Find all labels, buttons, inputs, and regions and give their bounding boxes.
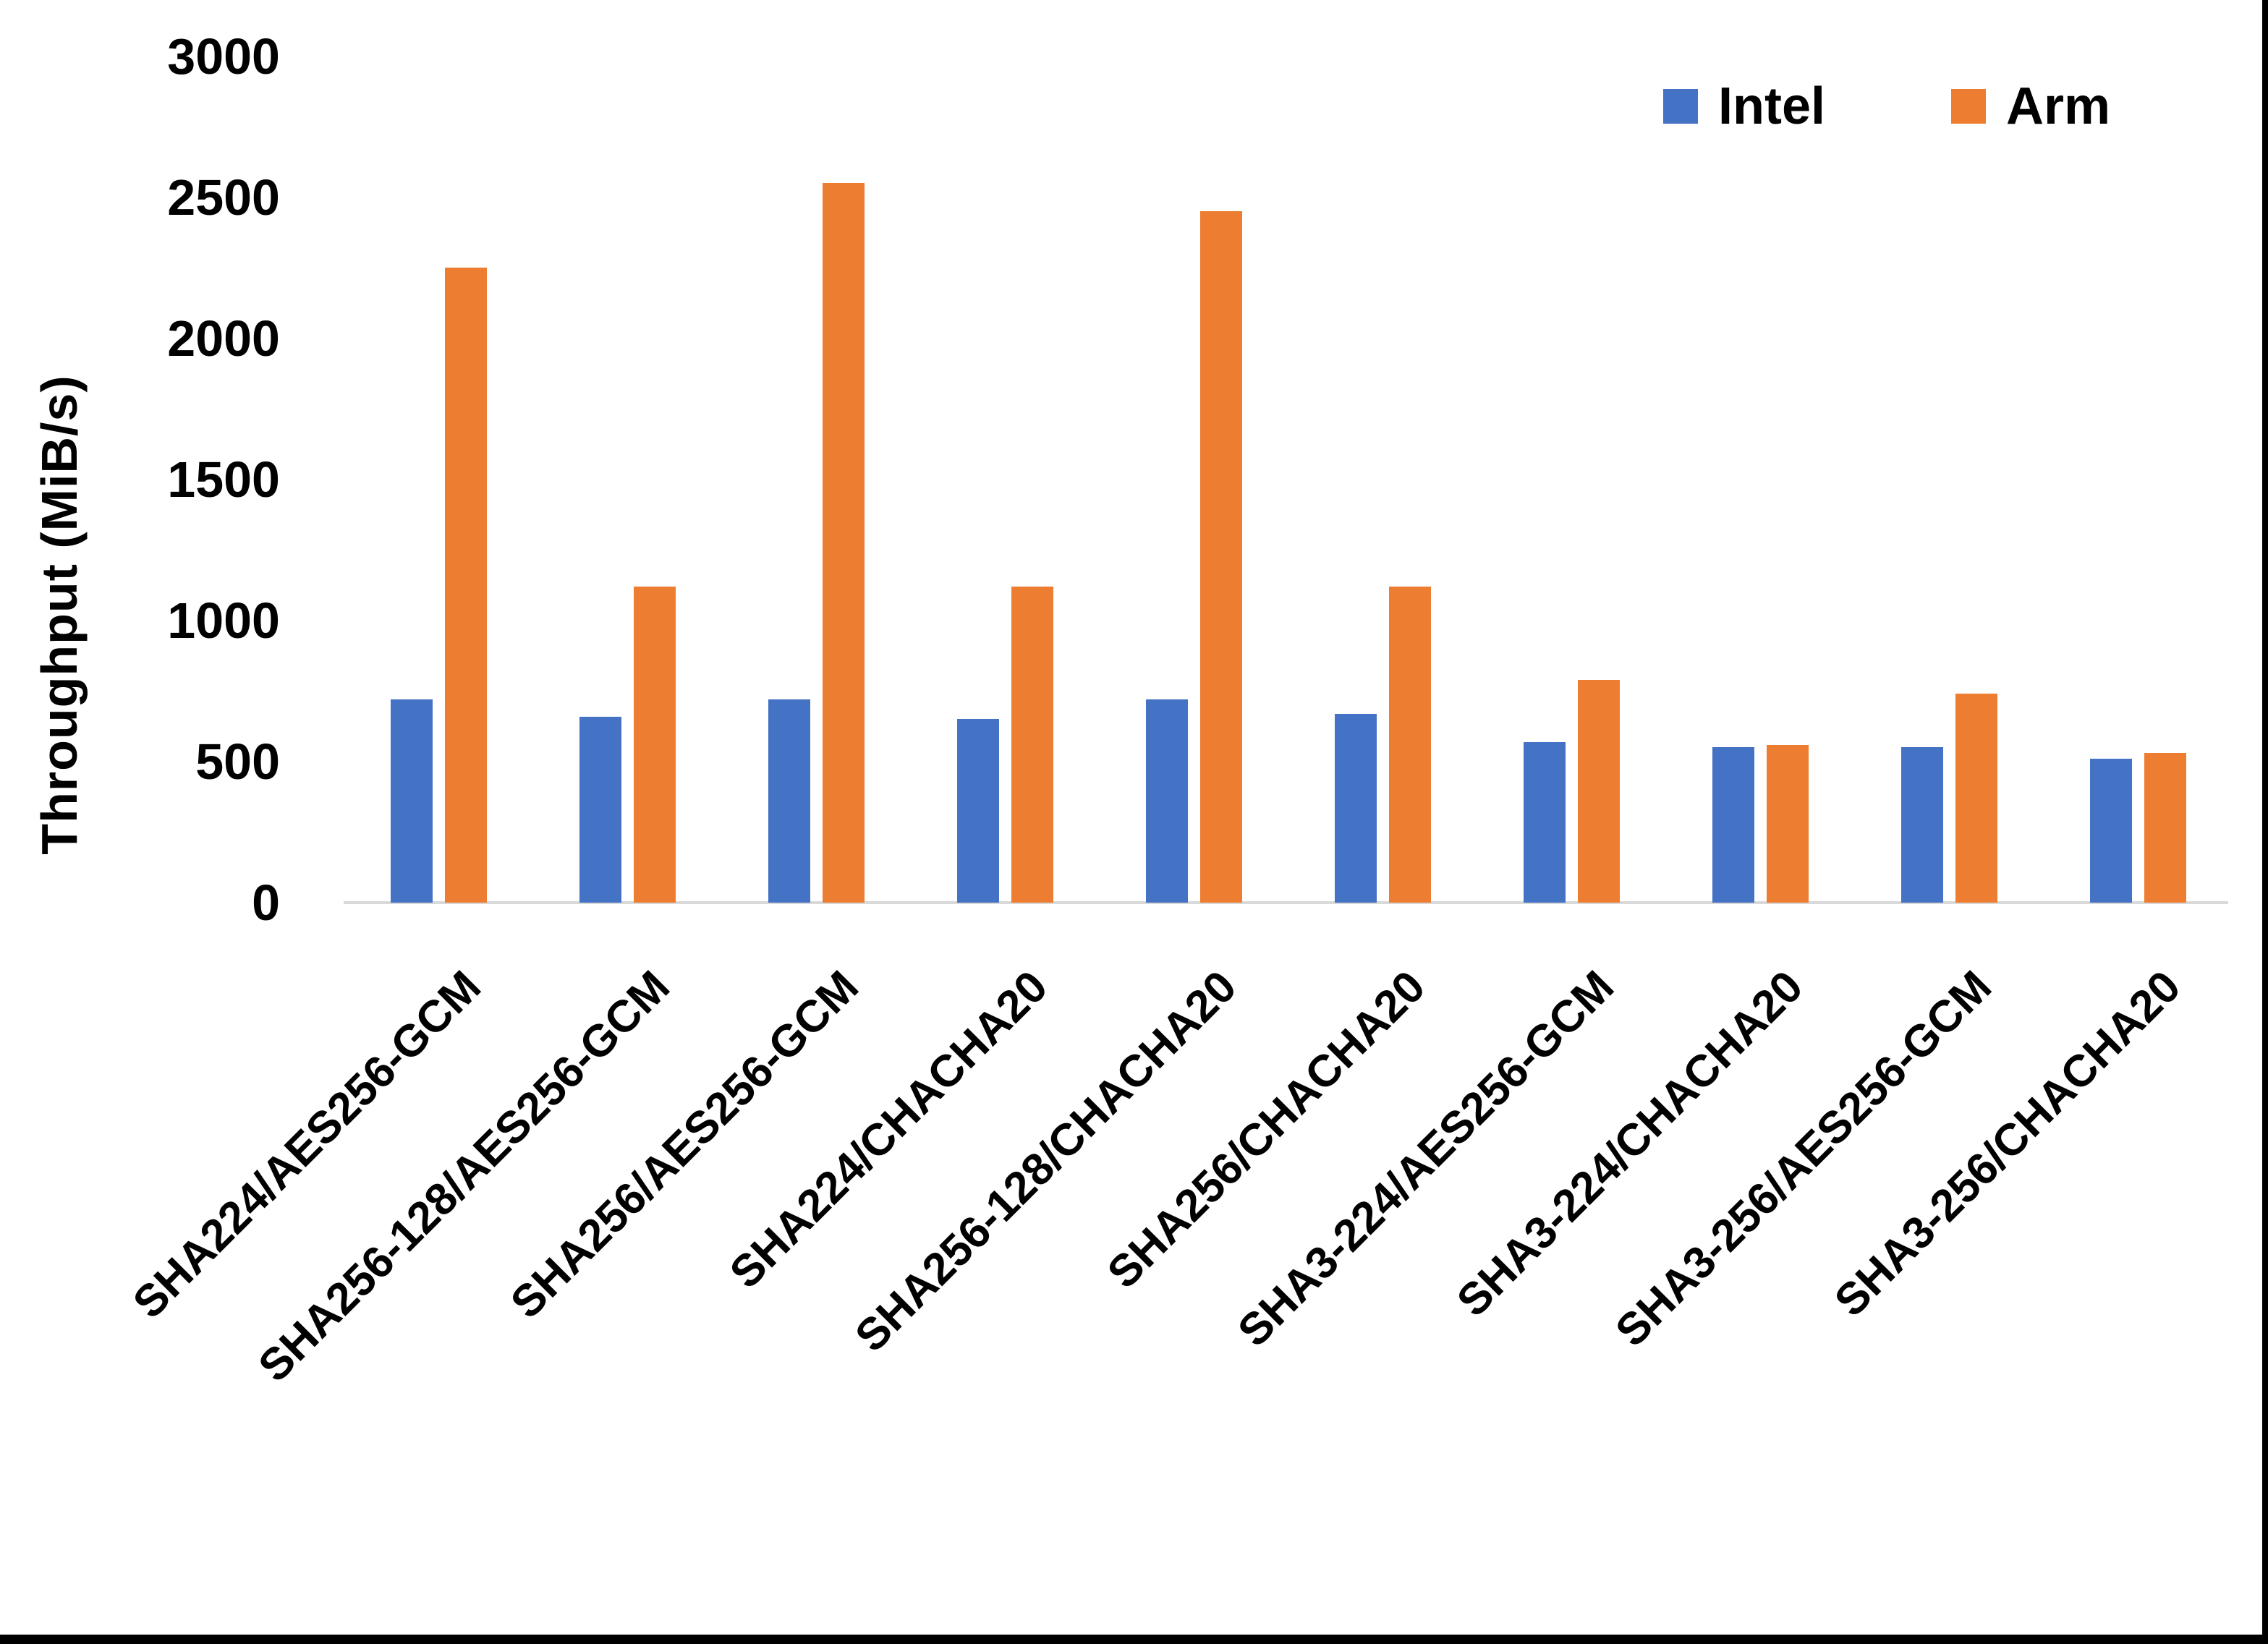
bar-intel [768, 699, 810, 903]
bar-arm [634, 587, 676, 903]
legend-item-arm: Arm [1951, 75, 2110, 137]
y-tick-label: 1500 [167, 451, 280, 508]
y-tick-label: 3000 [167, 28, 280, 85]
x-category-label: SHA256/AES256-GCM [501, 961, 869, 1329]
window-right-border [2262, 0, 2268, 1644]
x-category-label: SHA224/AES256-GCM [124, 961, 491, 1329]
bar-intel [1146, 699, 1188, 903]
x-category-label: SHA3-224/CHACHA20 [1447, 961, 1813, 1326]
bar-intel [1712, 747, 1754, 903]
y-tick-label: 2500 [167, 169, 280, 226]
bar-arm [1955, 694, 1997, 903]
x-category-label: SHA3-256/CHACHA20 [1825, 961, 2191, 1326]
bar-intel [579, 717, 621, 903]
legend-arm-swatch [1951, 89, 1986, 124]
x-category-label: SHA256-128/CHACHA20 [845, 961, 1246, 1362]
bar-intel [1335, 714, 1377, 903]
y-tick-label: 0 [252, 874, 280, 931]
x-category-label: SHA224/CHACHA20 [720, 961, 1058, 1298]
bar-intel [1524, 742, 1566, 903]
legend-item-intel: Intel [1663, 75, 1825, 137]
y-tick-label: 1000 [167, 592, 280, 649]
bar-arm [1767, 745, 1809, 903]
bar-arm [1011, 587, 1053, 903]
x-category-label: SHA3-224/AES256-GCM [1228, 961, 1624, 1357]
bar-intel [391, 699, 433, 903]
legend: Intel Arm [0, 75, 2268, 140]
bar-arm [2144, 753, 2186, 903]
bar-arm [1200, 211, 1242, 903]
bar-arm [823, 183, 865, 903]
legend-intel-swatch [1663, 89, 1698, 124]
x-category-label: SHA256/CHACHA20 [1097, 961, 1435, 1298]
bar-arm [1578, 680, 1620, 903]
x-category-label: SHA256-128/AES256-GCM [249, 961, 680, 1392]
bar-arm [445, 268, 487, 903]
plot-area [344, 0, 2228, 903]
bar-intel [1901, 747, 1943, 903]
x-axis-line [344, 901, 2228, 904]
y-tick-label: 500 [195, 733, 280, 790]
bar-intel [2090, 759, 2132, 903]
legend-arm-label: Arm [2006, 77, 2111, 135]
bar-intel [957, 719, 999, 903]
bar-arm [1389, 587, 1431, 903]
y-tick-label: 2000 [167, 310, 280, 367]
legend-intel-label: Intel [1718, 77, 1826, 135]
window-bottom-border [0, 1635, 2268, 1644]
x-category-label: SHA3-256/AES256-GCM [1606, 961, 2002, 1357]
